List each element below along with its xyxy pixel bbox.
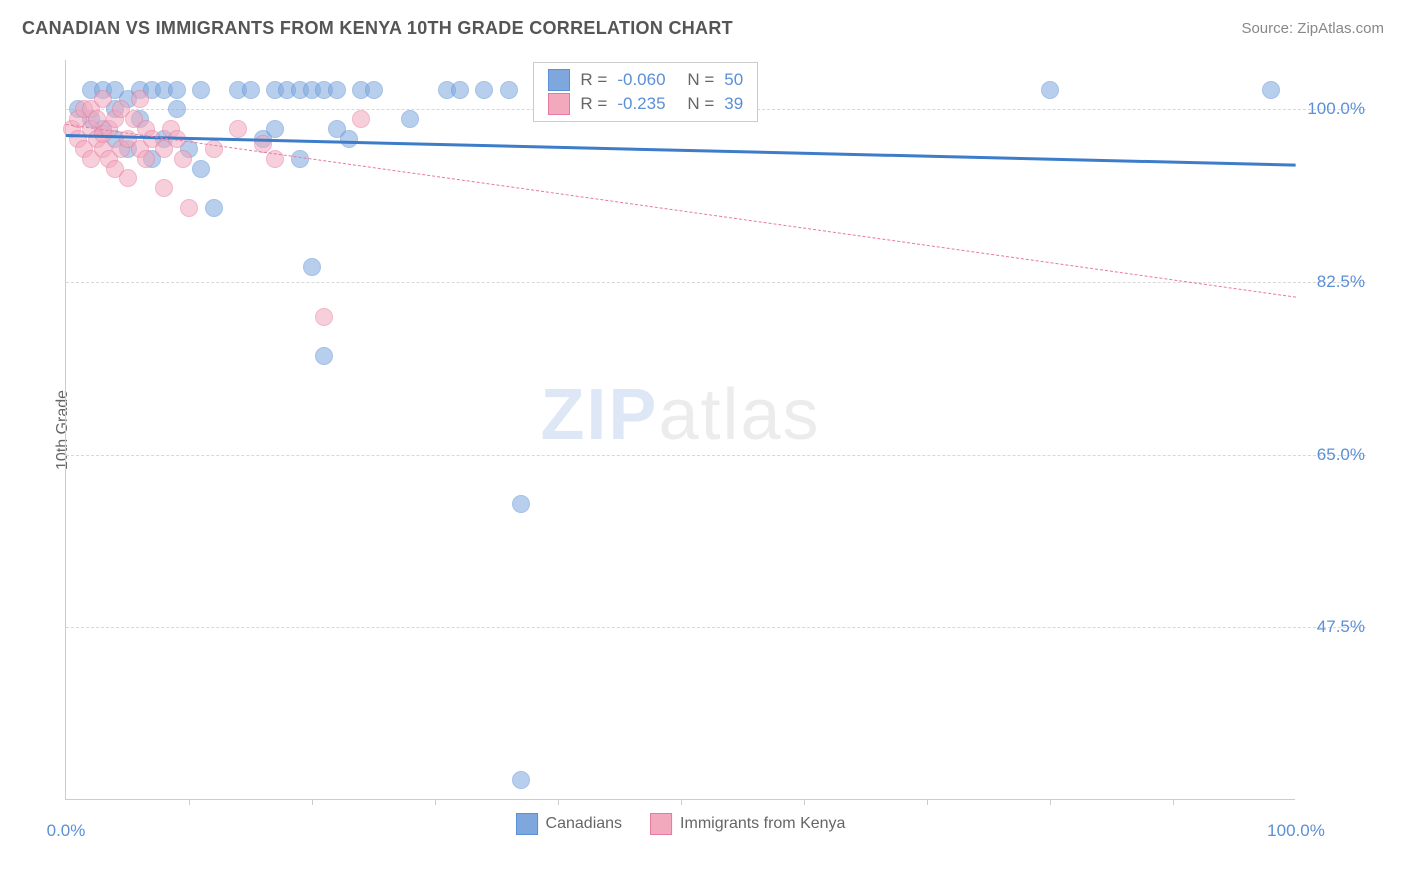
data-point xyxy=(1041,81,1059,99)
data-point xyxy=(168,81,186,99)
chart-title: CANADIAN VS IMMIGRANTS FROM KENYA 10TH G… xyxy=(22,18,733,39)
data-point xyxy=(205,140,223,158)
stat-r-value: -0.060 xyxy=(617,70,677,90)
data-point xyxy=(475,81,493,99)
x-tick xyxy=(927,799,928,805)
data-point xyxy=(94,90,112,108)
grid-line xyxy=(66,627,1366,628)
x-tick xyxy=(1173,799,1174,805)
chart-area: 10th Grade ZIPatlas 100.0%82.5%65.0%47.5… xyxy=(65,60,1365,800)
stats-legend: R = -0.060 N = 50 R = -0.235 N = 39 xyxy=(533,62,758,122)
stat-n-value: 50 xyxy=(724,70,743,90)
stats-legend-row: R = -0.235 N = 39 xyxy=(548,93,743,115)
series-legend: Canadians Immigrants from Kenya xyxy=(516,813,846,835)
stat-n-value: 39 xyxy=(724,94,743,114)
legend-swatch xyxy=(650,813,672,835)
data-point xyxy=(242,81,260,99)
data-point xyxy=(229,120,247,138)
grid-line xyxy=(66,282,1366,283)
data-point xyxy=(401,110,419,128)
grid-line xyxy=(66,455,1366,456)
data-point xyxy=(205,199,223,217)
x-tick xyxy=(189,799,190,805)
data-point xyxy=(512,771,530,789)
legend-swatch xyxy=(548,69,570,91)
legend-item: Immigrants from Kenya xyxy=(650,813,845,835)
y-tick-label: 100.0% xyxy=(1300,99,1365,119)
legend-label: Immigrants from Kenya xyxy=(680,815,845,833)
data-point xyxy=(1262,81,1280,99)
data-point xyxy=(192,160,210,178)
data-point xyxy=(303,258,321,276)
legend-label: Canadians xyxy=(546,815,623,833)
data-point xyxy=(131,90,149,108)
chart-source: Source: ZipAtlas.com xyxy=(1241,20,1384,37)
watermark-part2: atlas xyxy=(658,375,820,455)
chart-header: CANADIAN VS IMMIGRANTS FROM KENYA 10TH G… xyxy=(0,0,1406,49)
data-point xyxy=(180,199,198,217)
data-point xyxy=(119,169,137,187)
x-tick xyxy=(435,799,436,805)
data-point xyxy=(155,179,173,197)
stat-n-label: N = xyxy=(687,94,714,114)
stats-legend-row: R = -0.060 N = 50 xyxy=(548,69,743,91)
data-point xyxy=(137,150,155,168)
watermark-part1: ZIP xyxy=(540,375,658,455)
y-tick-label: 82.5% xyxy=(1300,272,1365,292)
data-point xyxy=(174,150,192,168)
x-tick xyxy=(681,799,682,805)
data-point xyxy=(192,81,210,99)
data-point xyxy=(365,81,383,99)
data-point xyxy=(451,81,469,99)
x-tick xyxy=(312,799,313,805)
watermark: ZIPatlas xyxy=(540,374,820,456)
y-tick-label: 47.5% xyxy=(1300,617,1365,637)
data-point xyxy=(512,495,530,513)
stat-r-value: -0.235 xyxy=(617,94,677,114)
x-tick-label: 100.0% xyxy=(1267,821,1325,841)
x-tick xyxy=(558,799,559,805)
data-point xyxy=(315,347,333,365)
stat-r-label: R = xyxy=(580,70,607,90)
legend-swatch xyxy=(548,93,570,115)
y-tick-label: 65.0% xyxy=(1300,445,1365,465)
x-tick xyxy=(804,799,805,805)
legend-swatch xyxy=(516,813,538,835)
data-point xyxy=(328,81,346,99)
stat-r-label: R = xyxy=(580,94,607,114)
scatter-plot: ZIPatlas 100.0%82.5%65.0%47.5%0.0%100.0%… xyxy=(65,60,1295,800)
data-point xyxy=(266,120,284,138)
data-point xyxy=(315,308,333,326)
x-tick xyxy=(1050,799,1051,805)
data-point xyxy=(168,100,186,118)
data-point xyxy=(340,130,358,148)
data-point xyxy=(500,81,518,99)
x-tick-label: 0.0% xyxy=(47,821,86,841)
data-point xyxy=(352,110,370,128)
stat-n-label: N = xyxy=(687,70,714,90)
legend-item: Canadians xyxy=(516,813,623,835)
